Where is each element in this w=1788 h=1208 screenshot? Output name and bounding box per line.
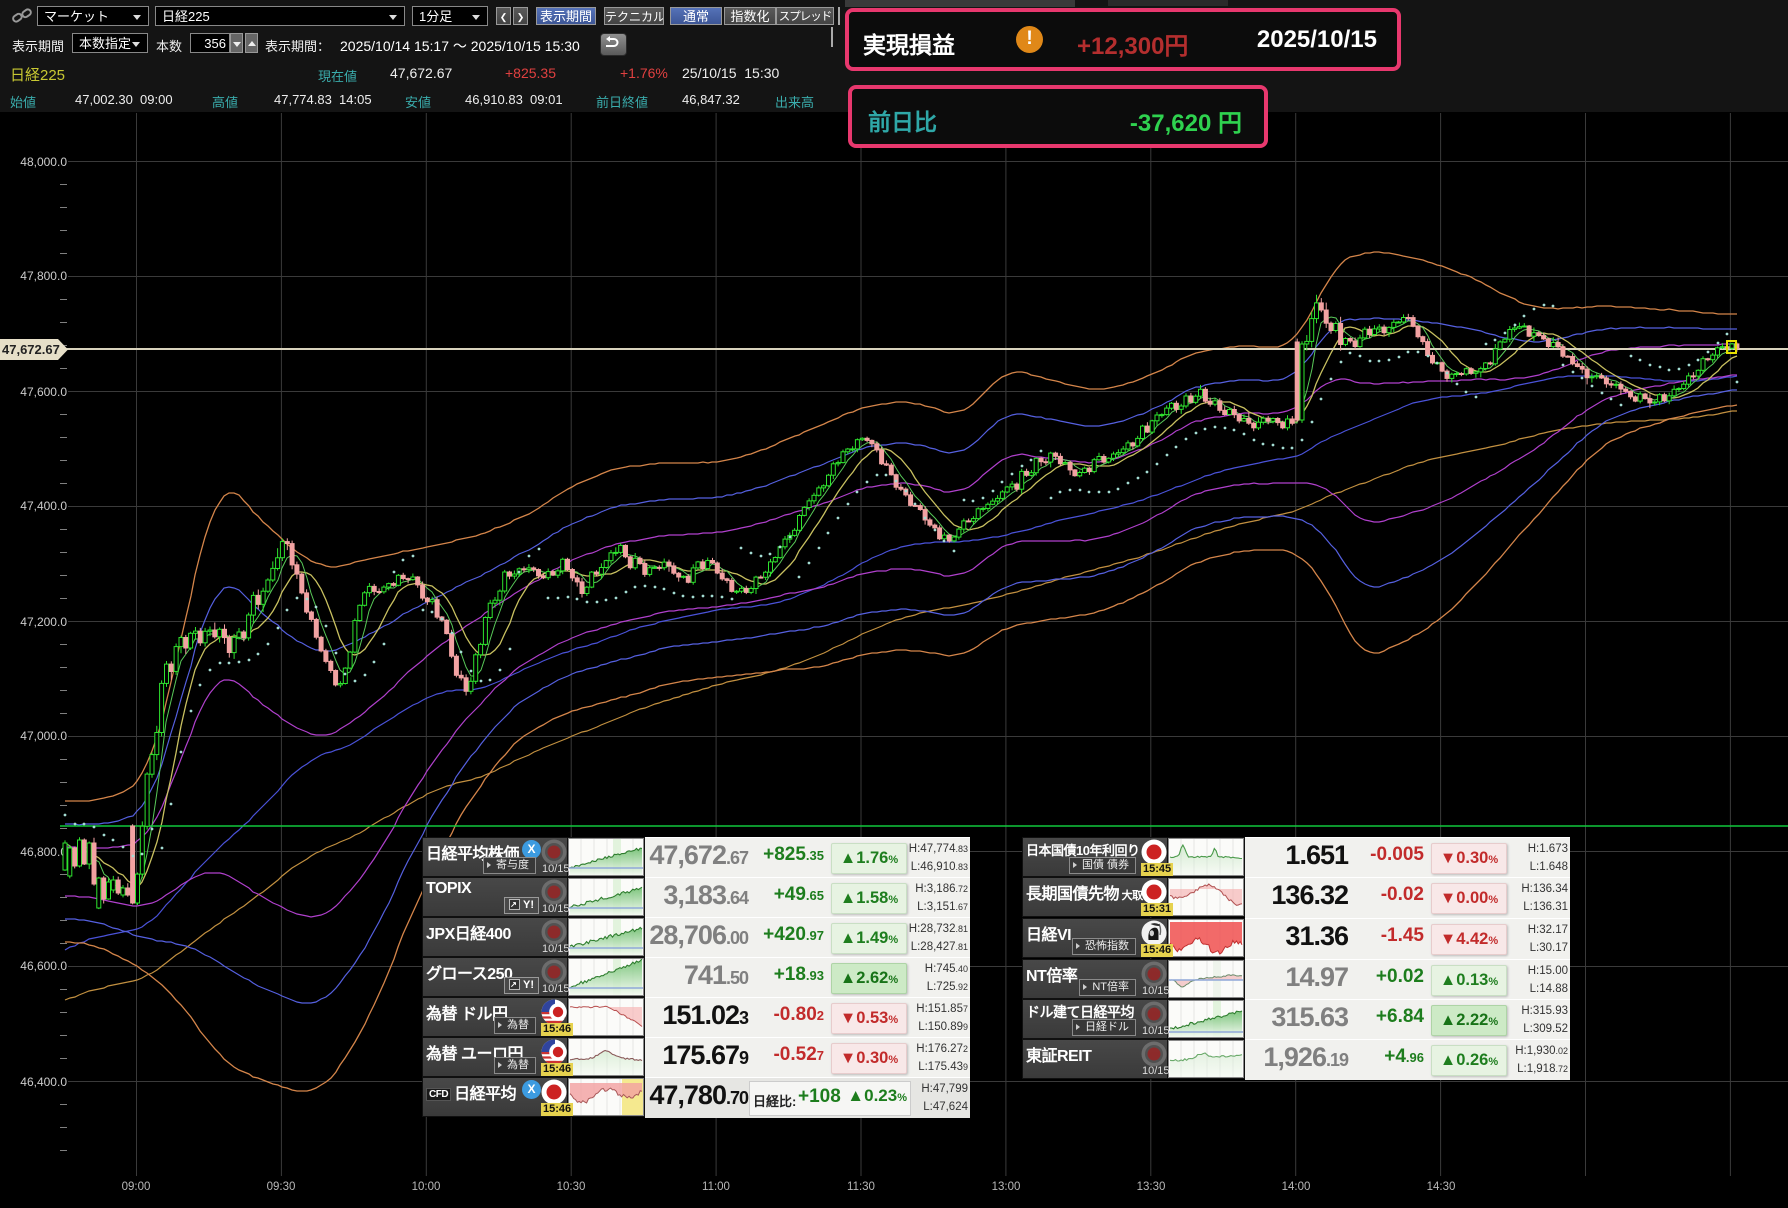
svg-text:47,800.0: 47,800.0 [20,269,67,283]
svg-text:46,400.0: 46,400.0 [20,1075,67,1089]
svg-text:47,672.67: 47,672.67 [2,342,60,357]
svg-text:10:30: 10:30 [557,1181,586,1193]
svg-text:10:00: 10:00 [412,1181,441,1193]
svg-text:47,400.0: 47,400.0 [20,499,67,513]
svg-text:46,600.0: 46,600.0 [20,959,67,973]
svg-text:46,800.0: 46,800.0 [20,845,67,859]
svg-text:13:00: 13:00 [992,1181,1021,1193]
svg-text:47,200.0: 47,200.0 [20,615,67,629]
svg-text:11:00: 11:00 [702,1181,730,1193]
svg-text:09:30: 09:30 [267,1181,296,1193]
svg-text:47,000.0: 47,000.0 [20,729,67,743]
svg-text:09:00: 09:00 [122,1181,151,1193]
svg-text:11:30: 11:30 [847,1181,875,1193]
svg-text:47,600.0: 47,600.0 [20,385,67,399]
svg-text:14:00: 14:00 [1282,1181,1311,1193]
svg-text:14:30: 14:30 [1427,1181,1456,1193]
svg-text:13:30: 13:30 [1137,1181,1166,1193]
svg-text:48,000.0: 48,000.0 [20,155,67,169]
